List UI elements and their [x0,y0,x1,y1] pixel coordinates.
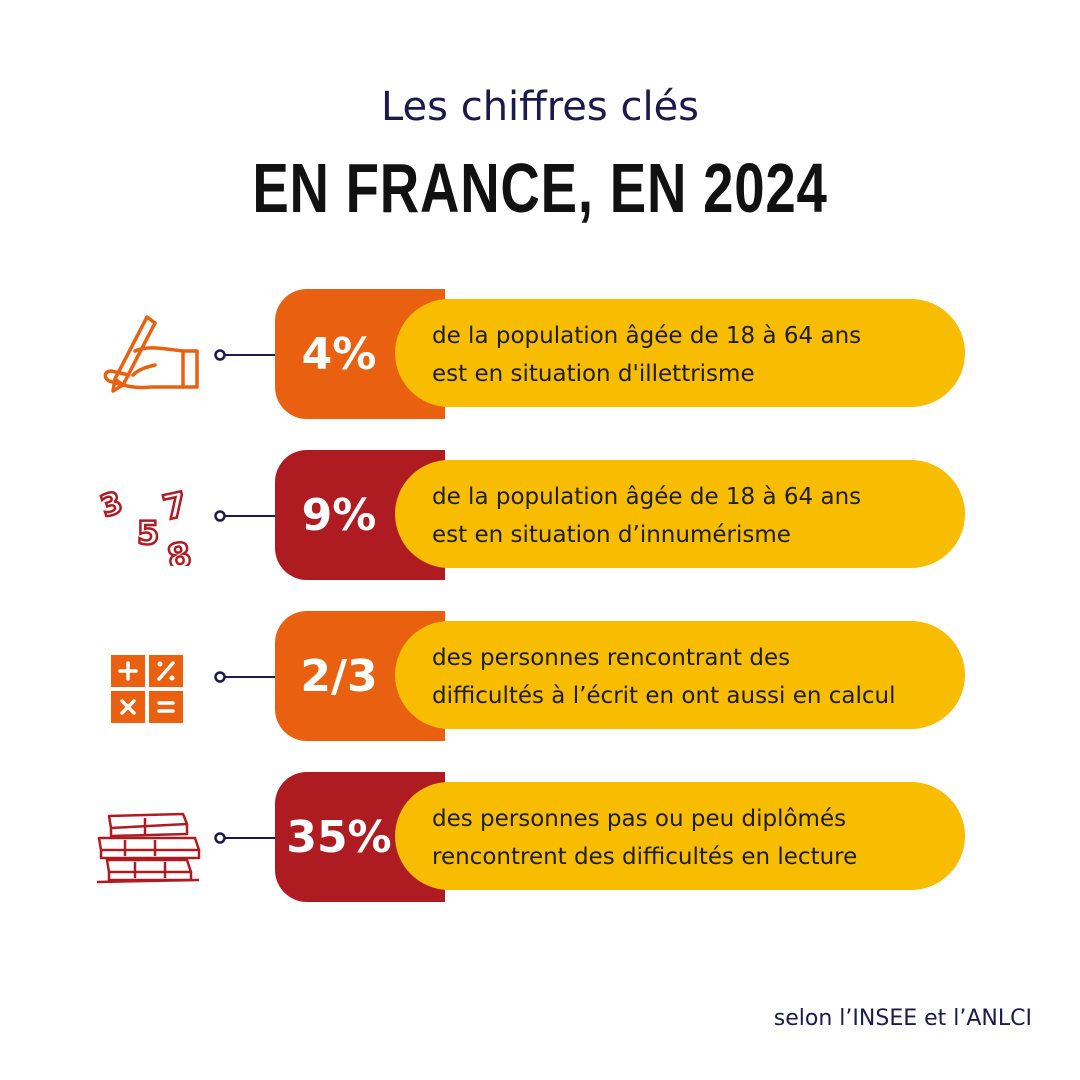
svg-text:5: 5 [137,514,159,552]
writing-hand-icon [95,305,205,405]
stat-row-illiteracy: 4% de la population âgée de 18 à 64 ans … [0,289,1080,421]
stat-description-line: de la population âgée de 18 à 64 ans [432,323,862,349]
stat-bar [395,299,965,407]
stat-bar [395,621,965,729]
stat-description-line: est en situation d'illettrisme [432,361,755,387]
stat-value: 9% [301,489,377,541]
stat-description: des personnes rencontrant des difficulté… [432,639,952,715]
svg-text:8: 8 [164,535,194,566]
stat-description-line: est en situation d’innumérisme [432,522,791,548]
stat-description: des personnes pas ou peu diplômés rencon… [432,800,952,876]
stat-bar [395,460,965,568]
stat-row-innumeracy: 3 5 7 8 9% de la population âgée de 18 à… [0,450,1080,582]
numbers-icon: 3 5 7 8 [95,466,205,579]
source-credit: selon l’INSEE et l’ANLCI [773,1006,1032,1031]
stat-description-line: rencontrent des difficultés en lecture [432,844,858,870]
stat-description: de la population âgée de 18 à 64 ans est… [432,317,952,393]
stat-description-line: des personnes rencontrant des [432,645,791,671]
books-icon [95,788,205,888]
page-title: EN FRANCE, EN 2024 [252,149,828,227]
stat-row-reading: 35% des personnes pas ou peu diplômés re… [0,772,1080,904]
stat-description-line: de la population âgée de 18 à 64 ans [432,484,862,510]
stat-description-line: difficultés à l’écrit en ont aussi en ca… [432,683,896,709]
stat-value: 35% [286,811,392,863]
stat-description-line: des personnes pas ou peu diplômés [432,806,847,832]
svg-text:7: 7 [159,485,190,529]
page-subtitle: Les chiffres clés [380,84,700,130]
stat-bar [395,782,965,890]
calculator-icon [95,627,205,727]
stat-value: 2/3 [300,650,378,702]
stat-description: de la population âgée de 18 à 64 ans est… [432,478,952,554]
svg-text:3: 3 [96,485,127,525]
stat-row-writing-calc: 2/3 des personnes rencontrant des diffic… [0,611,1080,743]
stat-value: 4% [301,328,377,380]
